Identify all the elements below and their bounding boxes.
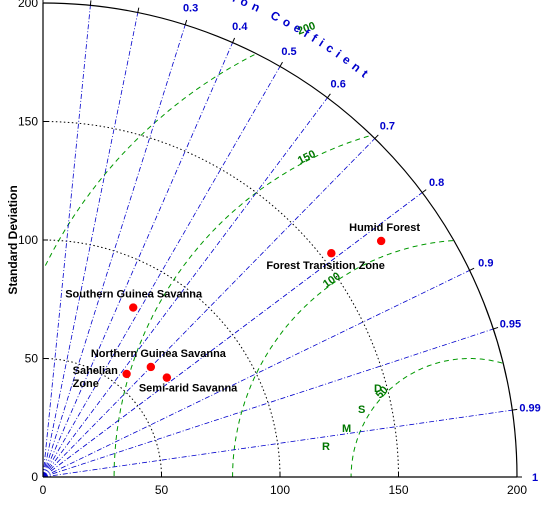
data-point-label: Forest Transition Zone — [266, 260, 385, 272]
corr-tick-label: 0.4 — [232, 21, 248, 33]
rmsd-tick-label: 150 — [296, 148, 318, 167]
corr-tick-label: 0.6 — [331, 78, 346, 90]
corr-line — [42, 66, 281, 478]
std-tick-labels: 00 50 50 100 100 150 150 200 200 — [18, 0, 527, 497]
corr-tick — [184, 19, 188, 25]
data-point-label: Semi-arid Savanna — [139, 383, 238, 395]
corr-line — [42, 42, 233, 478]
corr-line — [42, 409, 513, 478]
corr-tick — [137, 7, 140, 13]
corr-tick — [326, 93, 331, 99]
corr-tick-label: 0.9 — [478, 258, 493, 270]
outer-arc — [42, 2, 518, 478]
x-tick-label: 50 — [155, 483, 169, 497]
rmsd-axis-title: RMSD — [322, 383, 382, 453]
rmsd-arc-50 — [350, 358, 503, 477]
corr-line — [42, 328, 494, 478]
data-point-label: Humid Forest — [349, 222, 420, 234]
corr-tick-label: 1 — [532, 472, 538, 484]
rmsd-arc-200 — [43, 54, 255, 270]
std-circle-50 — [42, 358, 162, 478]
corr-tick — [89, 0, 92, 6]
corr-tick-labels: 00.10.20.30.40.50.60.70.80.90.950.991 — [134, 0, 541, 484]
x-tick-label: 150 — [388, 483, 408, 497]
data-point — [129, 303, 138, 312]
y-tick-label: 0 — [31, 470, 38, 484]
corr-tick-label: 0.95 — [500, 318, 521, 330]
y-tick-label: 200 — [18, 0, 38, 10]
corr-line — [42, 5, 91, 478]
corr-line — [42, 138, 376, 478]
corr-tick-label: 0.99 — [519, 403, 540, 415]
data-point — [327, 249, 336, 258]
rmsd-tick-label: 200 — [296, 20, 317, 38]
corr-line — [42, 270, 470, 478]
std-circles — [42, 121, 399, 478]
corr-tick — [232, 37, 236, 43]
data-point — [376, 236, 386, 246]
corr-tick-label: 0.2 — [134, 0, 149, 2]
x-tick-label: 0 — [40, 483, 47, 497]
y-tick-label: 150 — [18, 115, 38, 129]
corr-line — [42, 192, 423, 478]
rmsd-arc-100 — [232, 240, 454, 477]
y-tick-label: 100 — [18, 233, 38, 247]
corr-tick — [469, 267, 475, 271]
corr-tick — [421, 189, 427, 194]
data-point — [122, 369, 131, 379]
corr-tick-label: 0.7 — [380, 121, 395, 133]
corr-tick-label: 0.3 — [183, 3, 198, 15]
corr-line — [42, 24, 186, 478]
data-point-label: Northern Guinea Savanna — [91, 348, 227, 360]
corr-line — [42, 97, 328, 478]
corr-tick — [374, 134, 379, 139]
corr-tick-label: 0.8 — [429, 177, 444, 189]
x-tick-label: 200 — [507, 483, 527, 497]
corr-tick-label: 0.5 — [281, 46, 296, 58]
rmsd-arc-150 — [113, 135, 369, 477]
corr-tick — [512, 408, 518, 411]
data-point-label: Sahelian Zone — [73, 365, 119, 390]
data-point — [162, 373, 172, 382]
frame — [42, 0, 522, 478]
data-point — [146, 362, 156, 372]
corr-line — [42, 12, 139, 478]
y-tick-label: 50 — [25, 352, 39, 366]
data-points: Humid Forest Forest Transition Zone Southe… — [65, 222, 420, 395]
corr-tick — [493, 326, 499, 330]
x-tick-label: 100 — [270, 483, 290, 497]
y-axis-title: Standard Deviation — [6, 185, 20, 294]
data-point-label: Southern Guinea Savanna — [65, 289, 203, 301]
rmsd-tick-label: 100 — [321, 270, 343, 290]
corr-tick — [279, 61, 283, 67]
corr-lines — [42, 5, 513, 478]
